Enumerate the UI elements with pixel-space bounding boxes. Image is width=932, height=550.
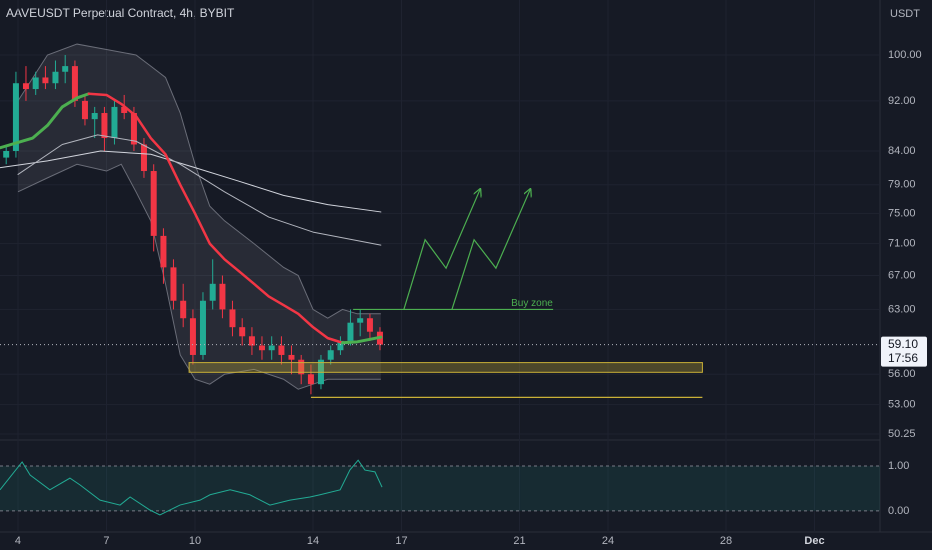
candle-body xyxy=(111,106,118,139)
candle-body xyxy=(327,350,334,360)
indicator-line xyxy=(0,92,91,150)
x-tick-label: 24 xyxy=(602,535,614,547)
candle-body xyxy=(248,336,255,346)
candle-body xyxy=(140,144,147,172)
candle-body xyxy=(278,345,285,355)
candle-body xyxy=(307,374,314,385)
band-lower xyxy=(17,163,381,390)
last-price-label: 59.10 xyxy=(888,337,918,351)
zone-box xyxy=(188,362,703,373)
y-tick-label: 56.00 xyxy=(888,368,916,380)
candle-body xyxy=(130,113,137,145)
candle-body xyxy=(62,66,69,72)
arrow xyxy=(451,190,530,310)
candle-body xyxy=(298,359,305,375)
oscillator-line xyxy=(0,459,383,516)
chart-title: AAVEUSDT Perpetual Contract, 4h, BYBIT xyxy=(6,6,235,20)
drawing-label: Buy zone xyxy=(511,298,553,309)
y-tick-label: 53.00 xyxy=(888,399,916,411)
candle-body xyxy=(209,283,216,301)
candle-body xyxy=(229,309,236,328)
candle-body xyxy=(121,106,128,114)
countdown-label: 17:56 xyxy=(888,351,918,365)
candle-body xyxy=(160,235,167,268)
x-tick-label: 7 xyxy=(103,535,109,547)
candle-body xyxy=(219,283,226,310)
candle-body xyxy=(150,171,157,236)
x-tick-label: 14 xyxy=(307,535,319,547)
candle-body xyxy=(199,300,206,355)
candle-body xyxy=(71,66,78,101)
y-tick-label: 100.00 xyxy=(888,49,922,61)
y-tick-label: 1.00 xyxy=(888,460,909,472)
candle-body xyxy=(101,113,108,139)
candle-body xyxy=(258,345,265,351)
candle-body xyxy=(288,354,295,360)
y-tick-label: 50.25 xyxy=(888,428,916,440)
y-tick-label: 79.00 xyxy=(888,179,916,191)
candle-body xyxy=(81,100,88,120)
candle-body xyxy=(3,150,10,158)
x-tick-label: 4 xyxy=(15,535,21,547)
indicator-line xyxy=(341,335,383,345)
candle-body xyxy=(170,267,177,301)
y-tick-label: 75.00 xyxy=(888,207,916,219)
y-tick-label: 92.00 xyxy=(888,95,916,107)
candle-body xyxy=(52,71,59,84)
indicator-line xyxy=(87,92,344,344)
candle-body xyxy=(180,300,187,319)
y-tick-label: 71.00 xyxy=(888,237,916,249)
oscillator-band xyxy=(0,466,880,511)
x-tick-label: 17 xyxy=(395,535,407,547)
y-tick-label: 0.00 xyxy=(888,505,909,517)
y-tick-label: 84.00 xyxy=(888,145,916,157)
candle-body xyxy=(12,83,19,151)
candle-body xyxy=(239,327,246,337)
candle-body xyxy=(347,322,354,341)
candle-body xyxy=(189,318,196,355)
candle-body xyxy=(337,340,344,351)
arrow xyxy=(403,190,480,310)
candle-body xyxy=(357,318,364,323)
x-tick-label: 28 xyxy=(720,535,732,547)
x-tick-label: 21 xyxy=(513,535,525,547)
candle-body xyxy=(91,113,98,120)
candle-body xyxy=(42,77,49,84)
candle-body xyxy=(32,77,39,90)
band-fill xyxy=(17,44,381,390)
x-tick-label: 10 xyxy=(189,535,201,547)
candle-body xyxy=(268,345,275,351)
candle-body xyxy=(366,318,373,332)
y-tick-label: 63.00 xyxy=(888,303,916,315)
unit-label: USDT xyxy=(890,8,920,20)
band-upper xyxy=(17,43,381,319)
last-price-box xyxy=(881,336,927,367)
indicator-line xyxy=(17,134,382,246)
y-tick-label: 67.00 xyxy=(888,269,916,281)
candle-body xyxy=(22,83,29,90)
x-tick-label: Dec xyxy=(804,535,824,547)
indicator-line xyxy=(0,150,382,213)
